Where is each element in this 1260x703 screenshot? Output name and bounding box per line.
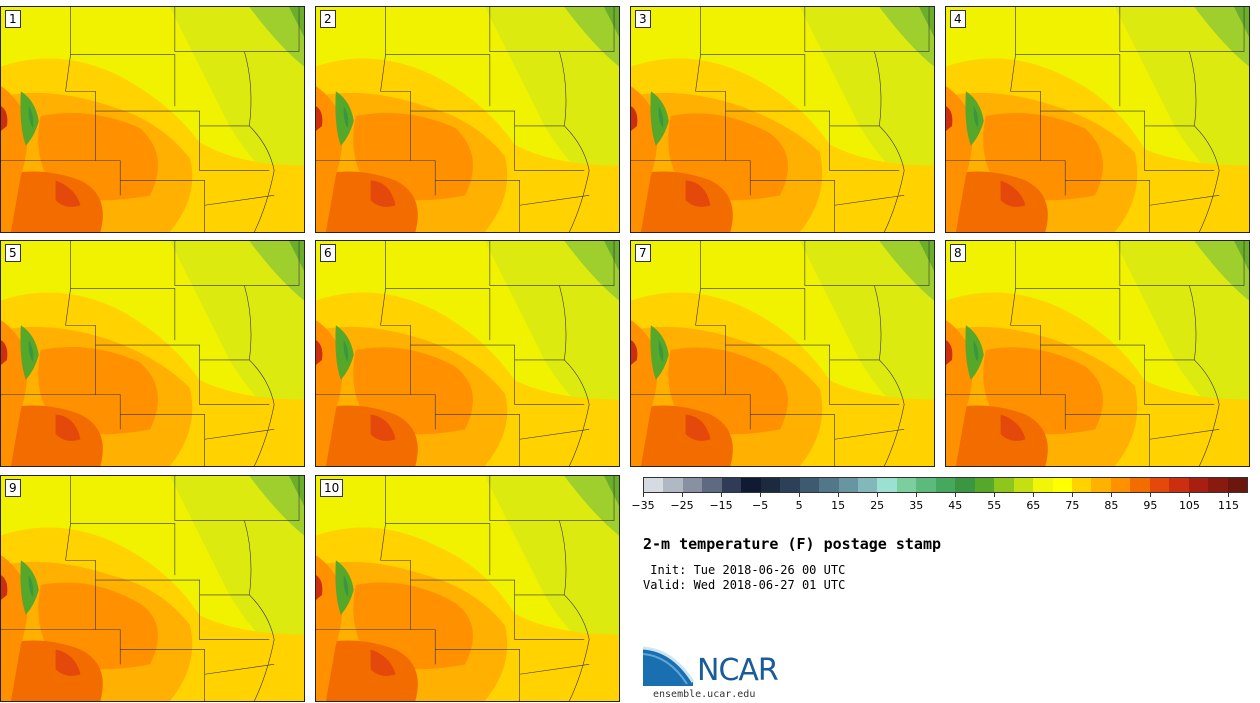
init-time: Init: Tue 2018-06-26 00 UTC xyxy=(643,563,846,577)
colorbar-ticks: −35 −25 −15 −5 5 15 25 35 45 55 65 75 85 95 105 115 xyxy=(631,493,1248,515)
colorbar-tick-mark xyxy=(1150,493,1152,497)
colorbar-tick-mark xyxy=(955,493,957,497)
colorbar-tick-mark xyxy=(1228,493,1230,497)
colorbar-swatch xyxy=(935,478,956,492)
colorbar-tick-label: 115 xyxy=(1217,499,1239,512)
temperature-colorbar xyxy=(643,477,1248,493)
ensemble-member-panel: 7 xyxy=(630,240,935,467)
colorbar-swatch xyxy=(1013,478,1034,492)
colorbar-swatch xyxy=(1169,478,1189,492)
colorbar-tick-label: −25 xyxy=(670,499,694,512)
member-number-label: 7 xyxy=(635,244,651,262)
ensemble-member-panel: 8 xyxy=(945,240,1250,467)
colorbar-swatch xyxy=(1091,478,1111,492)
colorbar-tick-mark xyxy=(643,493,644,497)
ensemble-member-panel: 6 xyxy=(315,240,620,467)
colorbar-tick-label: −5 xyxy=(751,499,769,512)
colorbar-swatch xyxy=(1033,478,1053,492)
ncar-logo-icon xyxy=(643,646,695,686)
colorbar-tick-label: 25 xyxy=(870,499,885,512)
colorbar-swatch xyxy=(1208,478,1228,492)
member-number-label: 4 xyxy=(950,10,966,28)
colorbar-swatch xyxy=(877,478,897,492)
member-number-label: 2 xyxy=(320,10,336,28)
colorbar-swatch xyxy=(799,478,820,492)
ensemble-member-panel: 2 xyxy=(315,6,620,233)
member-number-label: 5 xyxy=(5,244,21,262)
colorbar-swatch xyxy=(916,478,936,492)
colorbar-tick-label: 75 xyxy=(1065,499,1080,512)
member-number-label: 9 xyxy=(5,479,21,497)
colorbar-tick-label: 85 xyxy=(1104,499,1119,512)
colorbar-tick-label: 65 xyxy=(1026,499,1041,512)
colorbar-tick-mark xyxy=(1111,493,1113,497)
member-number-label: 1 xyxy=(5,10,21,28)
colorbar-tick-mark xyxy=(682,493,684,497)
colorbar-tick-label: −15 xyxy=(709,499,733,512)
colorbar-swatch xyxy=(1130,478,1150,492)
ensemble-member-panel: 10 xyxy=(315,475,620,702)
colorbar-tick-mark xyxy=(1033,493,1035,497)
ensemble-member-panel: 4 xyxy=(945,6,1250,233)
colorbar-swatch xyxy=(1227,478,1248,492)
colorbar-tick-label: 15 xyxy=(831,499,846,512)
colorbar-tick-mark xyxy=(799,493,801,497)
colorbar-swatch xyxy=(702,478,722,492)
colorbar-tick-mark xyxy=(1189,493,1191,497)
colorbar-swatch xyxy=(1188,478,1209,492)
colorbar-swatch xyxy=(955,478,975,492)
ensemble-member-panel: 5 xyxy=(0,240,305,467)
colorbar-tick-label: 5 xyxy=(795,499,803,512)
figure-title: 2-m temperature (F) postage stamp xyxy=(643,535,942,553)
colorbar-tick-label: 45 xyxy=(948,499,963,512)
colorbar-swatch xyxy=(663,478,683,492)
member-number-label: 8 xyxy=(950,244,966,262)
colorbar-swatch xyxy=(1149,478,1170,492)
colorbar-swatch xyxy=(741,478,761,492)
colorbar-tick-mark xyxy=(916,493,918,497)
member-number-label: 10 xyxy=(320,479,344,497)
colorbar-swatch xyxy=(760,478,781,492)
valid-time: Valid: Wed 2018-06-27 01 UTC xyxy=(643,578,846,592)
colorbar-tick-label: 35 xyxy=(909,499,924,512)
colorbar-tick-label: 105 xyxy=(1178,499,1200,512)
colorbar-tick-mark xyxy=(838,493,840,497)
colorbar-swatch xyxy=(644,478,664,492)
ncar-logo-text: NCAR xyxy=(697,653,779,688)
colorbar-swatch xyxy=(857,478,878,492)
colorbar-swatch xyxy=(974,478,995,492)
colorbar-swatch xyxy=(721,478,742,492)
colorbar-swatch xyxy=(682,478,703,492)
colorbar-tick-label: −35 xyxy=(631,499,655,512)
colorbar-tick-mark xyxy=(1072,493,1074,497)
colorbar-swatch xyxy=(819,478,839,492)
colorbar-swatch xyxy=(780,478,800,492)
colorbar-swatch xyxy=(838,478,858,492)
ensemble-member-panel: 9 xyxy=(0,475,305,702)
colorbar-swatch xyxy=(1110,478,1131,492)
colorbar-tick-label: 95 xyxy=(1143,499,1158,512)
colorbar-tick-mark xyxy=(721,493,723,497)
colorbar-swatch xyxy=(1052,478,1072,492)
colorbar-swatch xyxy=(896,478,917,492)
site-url: ensemble.ucar.edu xyxy=(653,689,756,700)
colorbar-tick-mark xyxy=(760,493,762,497)
colorbar-tick-mark xyxy=(877,493,879,497)
ensemble-member-panel: 3 xyxy=(630,6,935,233)
colorbar-swatch xyxy=(994,478,1014,492)
colorbar-tick-mark xyxy=(994,493,996,497)
colorbar-tick-label: 55 xyxy=(987,499,1002,512)
colorbar-swatch xyxy=(1071,478,1092,492)
member-number-label: 3 xyxy=(635,10,651,28)
member-number-label: 6 xyxy=(320,244,336,262)
ensemble-member-panel: 1 xyxy=(0,6,305,233)
